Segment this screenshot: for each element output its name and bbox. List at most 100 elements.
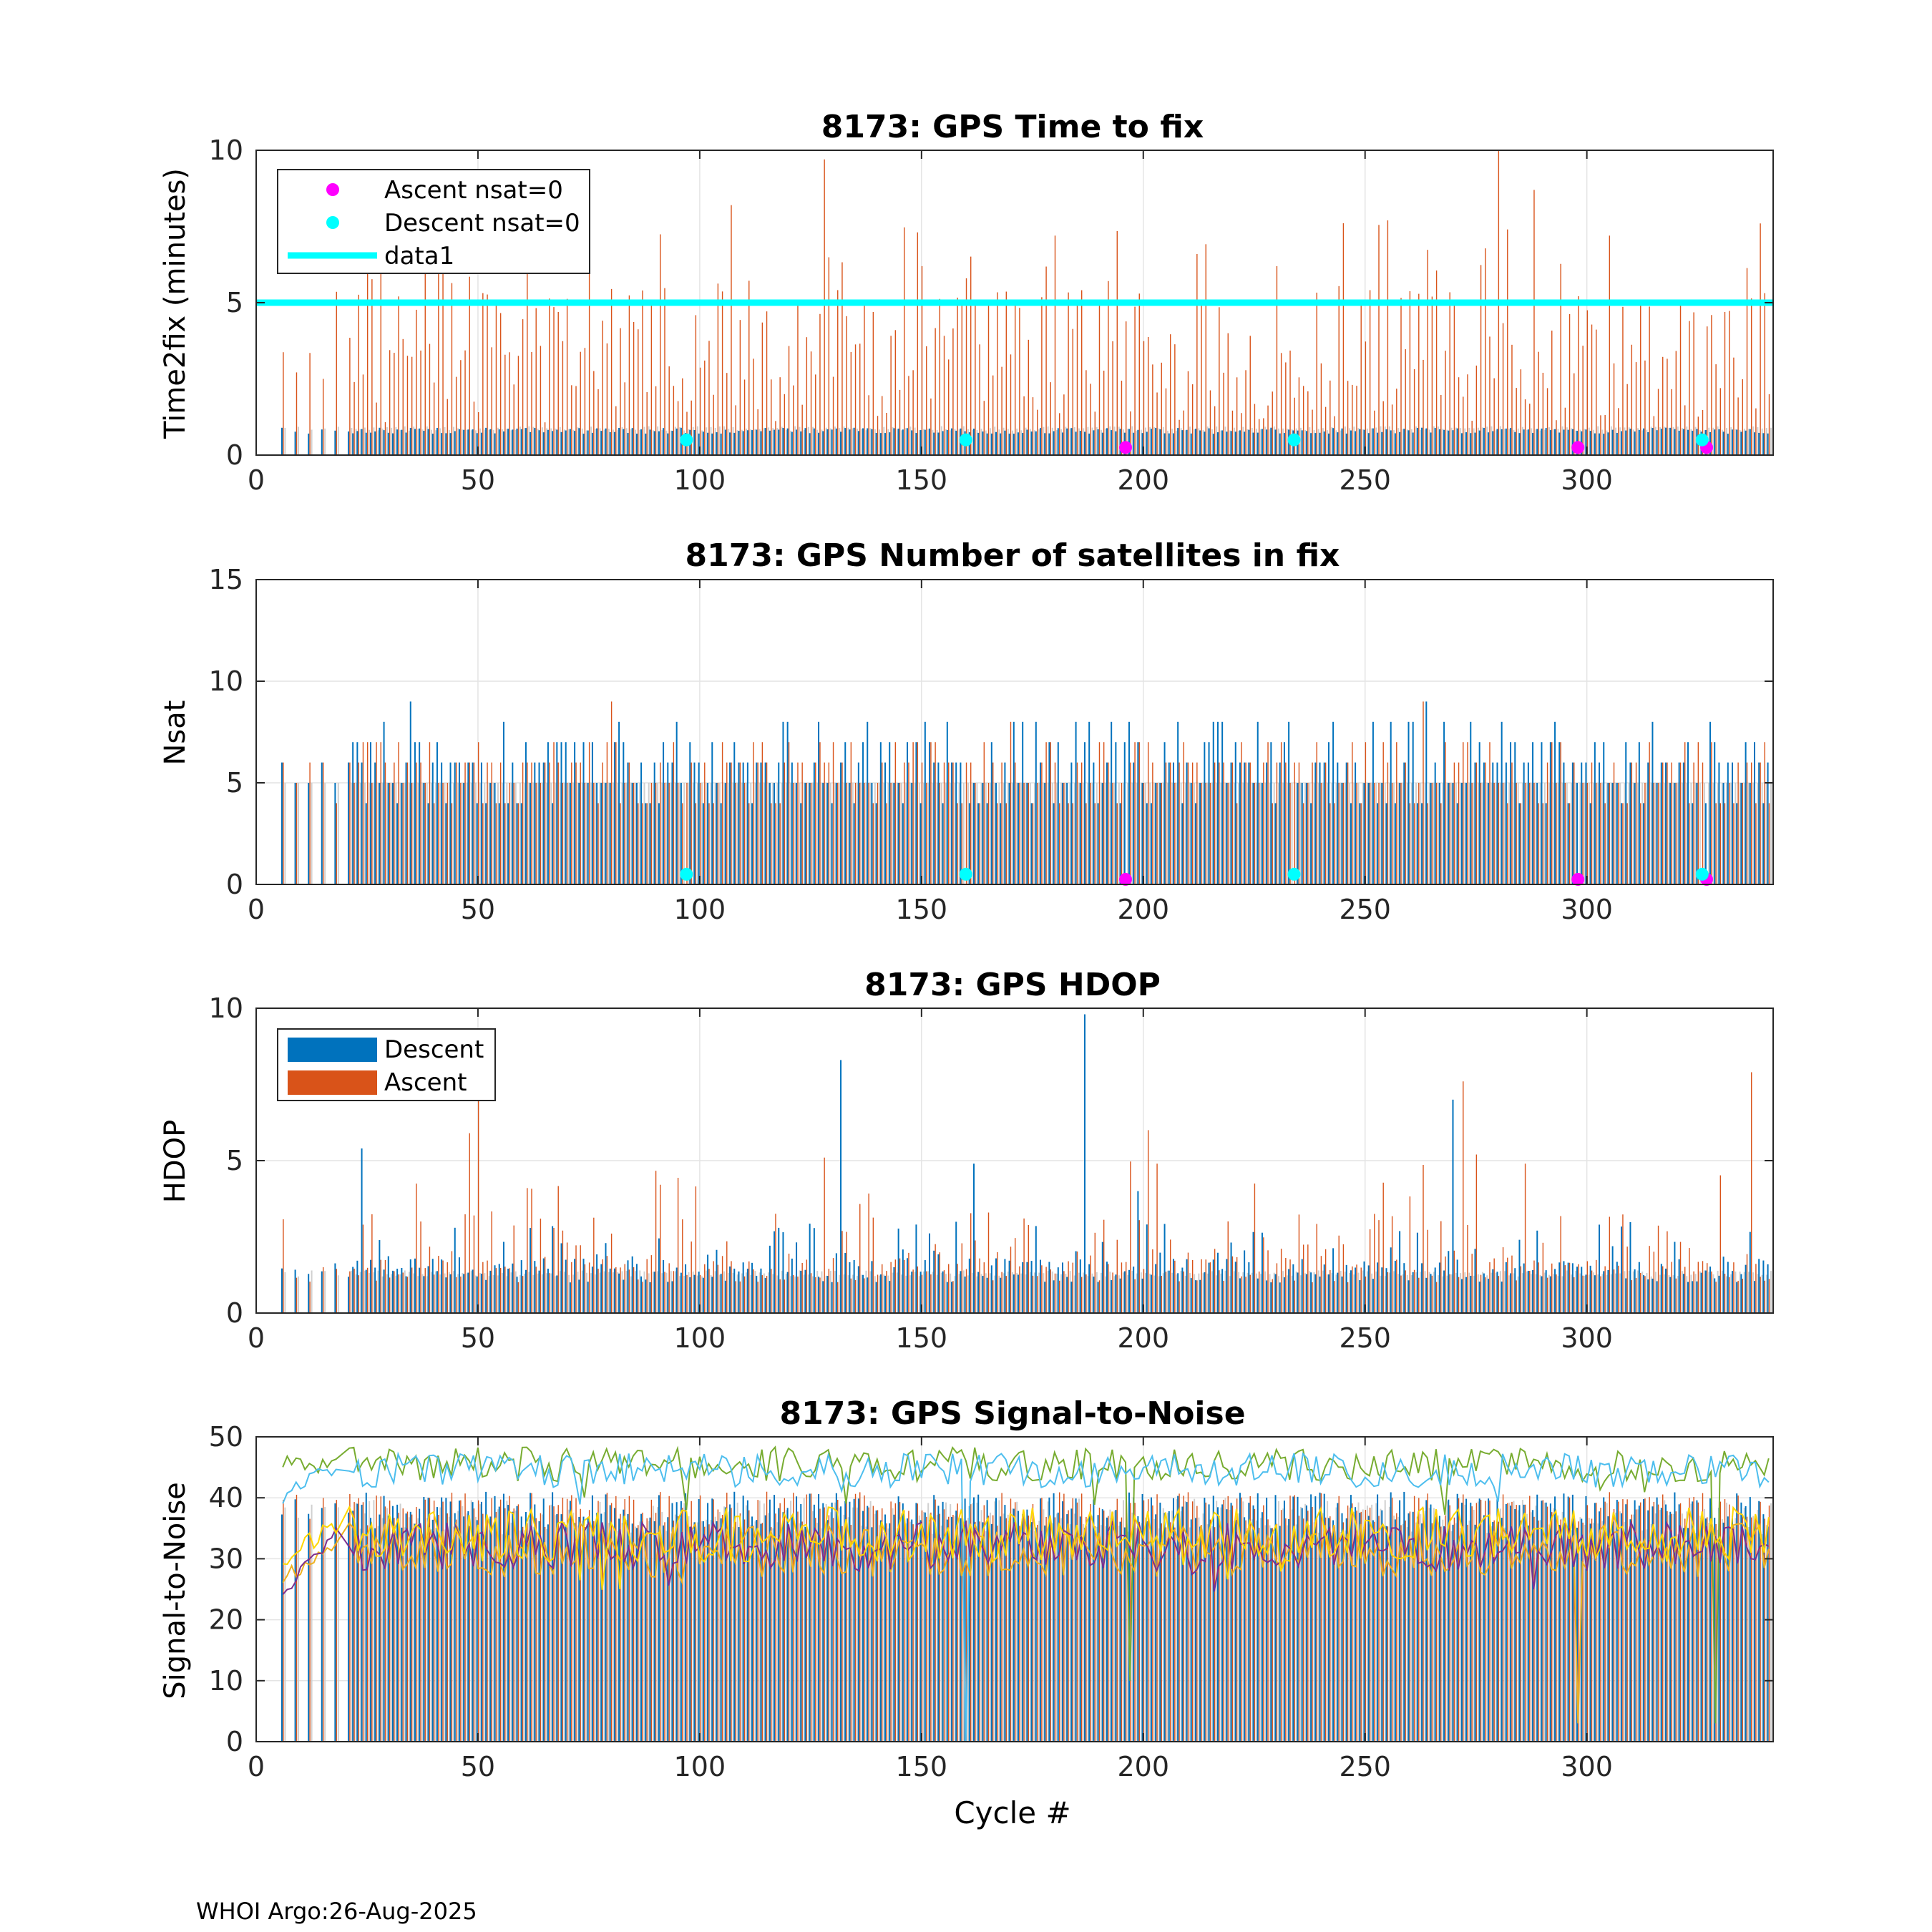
ascent-bar [384, 1259, 386, 1313]
descent-bar [1035, 431, 1037, 455]
descent-bar [454, 1227, 456, 1313]
grey-bar [807, 783, 809, 884]
descent-bar [1204, 742, 1206, 884]
ascent-bar [424, 257, 426, 455]
descent-bar [565, 1259, 567, 1313]
descent-bar [587, 430, 589, 455]
descent-bar [698, 1499, 700, 1742]
ascent-bar [890, 336, 892, 455]
ascent-bar [1662, 762, 1664, 884]
grey-bar [1526, 429, 1528, 455]
descent-bar [751, 430, 753, 455]
descent-bar [951, 428, 953, 455]
grey-bar [918, 1276, 920, 1313]
grey-bar [621, 1271, 623, 1313]
ascent-bar [1529, 404, 1531, 455]
descent-nsat0-marker [1695, 433, 1709, 447]
ascent-bar [557, 762, 559, 884]
grey-bar [936, 1514, 938, 1742]
descent-bar [419, 1267, 421, 1313]
grey-bar [865, 430, 867, 455]
ascent-bar [850, 1278, 852, 1313]
grey-bar [1637, 783, 1639, 884]
grey-bar [1158, 783, 1160, 884]
ascent-bar [1076, 1502, 1078, 1742]
ascent-bar [499, 1267, 502, 1313]
descent-bar [635, 1264, 638, 1313]
descent-bar [1483, 762, 1485, 884]
grey-bar [1606, 430, 1608, 455]
legend-descent-label: Descent [384, 1035, 484, 1064]
ascent-bar [642, 1512, 643, 1742]
grey-bar [1455, 427, 1457, 455]
ascent-bar [1675, 783, 1677, 884]
grey-bar [457, 1511, 459, 1742]
grey-bar [701, 1276, 703, 1313]
grey-bar [714, 427, 716, 455]
grey-bar [1033, 1531, 1035, 1742]
descent-bar [1194, 1280, 1196, 1313]
ascent-bar [610, 701, 613, 884]
descent-bar [387, 1516, 389, 1742]
ascent-bar [580, 1245, 581, 1313]
descent-bar [857, 1266, 859, 1313]
descent-bar [1101, 1509, 1103, 1742]
descent-bar [1652, 721, 1654, 884]
grey-bar [723, 426, 726, 455]
descent-bar [1629, 429, 1631, 455]
grey-bar [1096, 1526, 1098, 1742]
ascent-bar [1112, 341, 1113, 455]
grey-bar [399, 783, 401, 884]
grey-bar [892, 426, 894, 455]
grey-bar [568, 783, 570, 884]
ascent-bar [1191, 1501, 1194, 1742]
descent-bar [1505, 1262, 1507, 1313]
grey-bar [1375, 1271, 1377, 1313]
descent-bar [631, 428, 633, 455]
grey-bar [1553, 429, 1555, 455]
descent-bar [1270, 1528, 1272, 1742]
grey-bar [474, 783, 477, 884]
grey-bar [1455, 1523, 1457, 1742]
grey-bar [874, 783, 876, 884]
grey-bar [1118, 1526, 1120, 1742]
grey-bar [546, 428, 548, 455]
descent-bar [1385, 429, 1387, 455]
grey-bar [901, 430, 903, 455]
ascent-bar [1191, 384, 1194, 455]
grey-bar [1468, 783, 1470, 884]
ascent-bar [1755, 803, 1757, 884]
grey-bar [1216, 1275, 1218, 1313]
grey-bar [1735, 1271, 1737, 1313]
ascent-bar [1347, 381, 1349, 455]
grey-bar [1335, 783, 1337, 884]
grey-bar [563, 1272, 565, 1313]
ascent-bar [952, 1281, 954, 1313]
ascent-bar [1600, 783, 1601, 884]
descent-bar [1137, 742, 1139, 884]
descent-bar [809, 433, 811, 455]
ascent-bar [362, 374, 364, 455]
descent-bar [1283, 1501, 1285, 1742]
descent-bar [1678, 762, 1680, 884]
descent-bar [1390, 430, 1392, 455]
grey-bar [954, 1516, 956, 1742]
ascent-bar [1640, 803, 1641, 884]
descent-bar [1443, 1270, 1445, 1313]
descent-bar [1456, 428, 1458, 455]
ascent-bar [1161, 1276, 1162, 1313]
descent-bar [689, 1277, 691, 1313]
grey-bar [1717, 783, 1719, 884]
ascent-bar [424, 1268, 426, 1313]
grey-bar [563, 1521, 565, 1742]
descent-bar [454, 762, 456, 884]
grey-bar [683, 783, 686, 884]
grey-bar [825, 1275, 827, 1313]
ascent-bar [366, 240, 369, 455]
ascent-bar [1294, 1280, 1295, 1313]
ascent-bar [1511, 1501, 1513, 1742]
descent-bar [1643, 803, 1645, 884]
grey-bar [555, 783, 557, 884]
descent-bar [1137, 1516, 1139, 1742]
grey-bar [1012, 1272, 1014, 1313]
